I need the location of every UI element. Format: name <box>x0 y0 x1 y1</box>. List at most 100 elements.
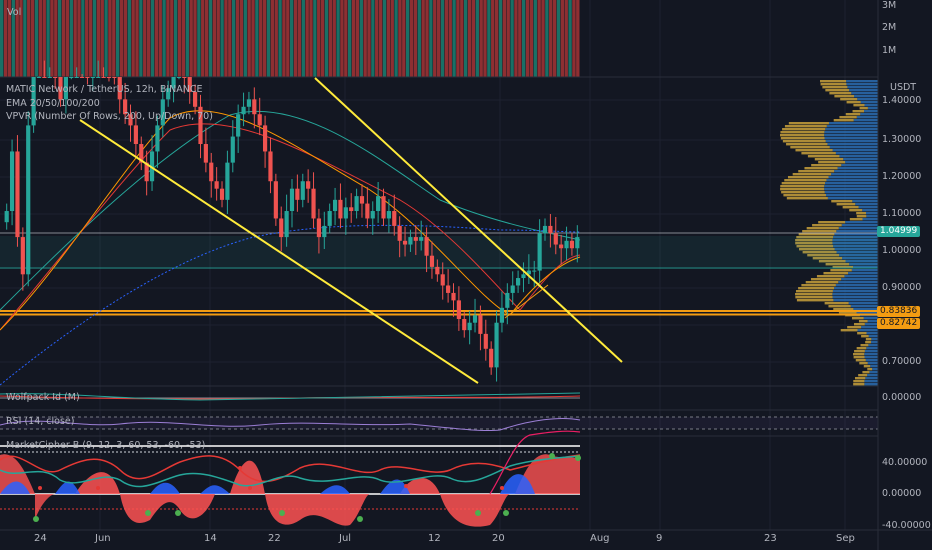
support-zone <box>0 236 878 269</box>
volume-bar <box>464 0 468 77</box>
volume-bar <box>15 0 19 77</box>
symbol-legend[interactable]: MATIC Network / TetherUS, 12h, BINANCE <box>6 84 203 95</box>
candle-body <box>101 77 106 78</box>
vpvr-up-bar <box>860 113 878 116</box>
candle-body <box>548 225 553 234</box>
volume-bar <box>255 0 259 77</box>
volume-bar <box>320 0 325 77</box>
vpvr-up-bar <box>826 125 878 128</box>
vpvr-up-bar <box>867 362 878 365</box>
vpvr-up-bar <box>839 155 878 158</box>
vpvr-up-bar <box>871 338 878 341</box>
time-label-22: 22 <box>268 533 281 544</box>
candle-body <box>327 211 332 226</box>
volume-bar <box>112 0 116 77</box>
volume-bar <box>348 0 352 77</box>
volume-bar <box>181 0 186 77</box>
candle-body <box>193 91 198 107</box>
vpvr-down-bar <box>860 344 869 347</box>
vpvr-down-bar <box>830 269 852 272</box>
market-cipher-legend[interactable]: MarketCipher B (9, 12, 3, 60, 53, -60, -… <box>6 440 206 451</box>
price-axis-1.0: 1.00000 <box>882 245 922 256</box>
vpvr-up-bar <box>834 233 878 236</box>
candle-body <box>338 199 343 219</box>
candle-body <box>397 225 402 241</box>
candle-body <box>542 225 548 234</box>
vpvr-down-bar <box>853 380 865 383</box>
candle-body <box>467 322 472 331</box>
vpvr-up-bar <box>824 188 878 191</box>
volume-bar <box>313 0 317 77</box>
volume-bar <box>166 0 170 77</box>
vpvr-down-bar <box>842 206 859 209</box>
vpvr-up-bar <box>841 278 878 281</box>
volume-bar <box>525 0 530 77</box>
vpvr-up-bar <box>834 170 878 173</box>
volume-bar <box>270 0 275 77</box>
vpvr-down-bar <box>788 122 829 125</box>
vpvr-up-bar <box>865 377 878 380</box>
candle-body <box>553 233 558 245</box>
volume-bar <box>42 0 46 77</box>
vpvr-up-bar <box>865 359 878 362</box>
candle-body <box>252 99 257 115</box>
rsi-legend[interactable]: RSI (14, close) <box>6 416 75 427</box>
vpvr-down-bar <box>849 209 863 212</box>
volume-bar <box>197 0 201 77</box>
volume-bar <box>351 0 356 77</box>
vpvr-up-bar <box>827 197 878 200</box>
candle-body <box>402 240 408 245</box>
wolfpack-legend[interactable]: Wolfpack Id (M) <box>6 392 80 403</box>
candle-body <box>516 278 521 286</box>
candle-body <box>257 114 262 126</box>
volume-bar <box>433 0 437 77</box>
vpvr-up-bar <box>868 335 878 338</box>
vpvr-legend[interactable]: VPVR (Number Of Rows, 200, Up/Down, 70) <box>6 111 213 122</box>
volume-bar <box>73 0 77 77</box>
vpvr-down-bar <box>833 119 854 122</box>
candle-body <box>96 77 101 78</box>
candle-body <box>462 318 467 331</box>
volume-bar <box>533 0 537 77</box>
volume-bar <box>560 0 565 77</box>
vpvr-down-bar <box>798 233 835 236</box>
vpvr-down-bar <box>790 146 830 149</box>
vpvr-down-bar <box>806 227 839 230</box>
volume-bar <box>69 0 73 77</box>
volume-bar <box>208 0 213 77</box>
candle-body <box>63 77 68 100</box>
vpvr-down-bar <box>828 305 851 308</box>
volume-bar <box>552 0 557 77</box>
volume-bar <box>201 0 205 77</box>
vpvr-up-bar <box>832 239 878 242</box>
volume-bar <box>409 0 414 77</box>
price-axis-0.7: 0.70000 <box>882 356 922 367</box>
ema-legend[interactable]: EMA 20/50/100/200 <box>6 98 100 109</box>
candle-body <box>483 333 488 349</box>
mc-axis-0: 0.00000 <box>882 488 922 499</box>
candle-body <box>214 181 219 189</box>
vpvr-up-bar <box>851 92 878 95</box>
volume-bar <box>212 0 217 77</box>
candle-body <box>365 203 370 219</box>
candle-body <box>26 125 31 275</box>
volume-bar <box>576 0 580 77</box>
candle-body <box>69 77 74 78</box>
vpvr-down-bar <box>838 311 857 314</box>
candle-body <box>160 99 165 126</box>
vpvr-up-bar <box>845 161 878 164</box>
vpvr-down-bar <box>853 356 865 359</box>
candle-body <box>456 300 461 319</box>
candle-body <box>241 106 246 115</box>
vpvr-down-bar <box>807 155 840 158</box>
vpvr-up-bar <box>845 260 878 263</box>
candle-body <box>295 188 300 200</box>
candle-body <box>36 77 42 78</box>
candle-body <box>532 270 537 272</box>
upper-trendline <box>314 77 623 363</box>
volume-bar <box>386 0 391 77</box>
vpvr-down-bar <box>834 95 855 98</box>
currency-label[interactable]: USDT <box>890 82 917 93</box>
vpvr-down-bar <box>783 194 826 197</box>
